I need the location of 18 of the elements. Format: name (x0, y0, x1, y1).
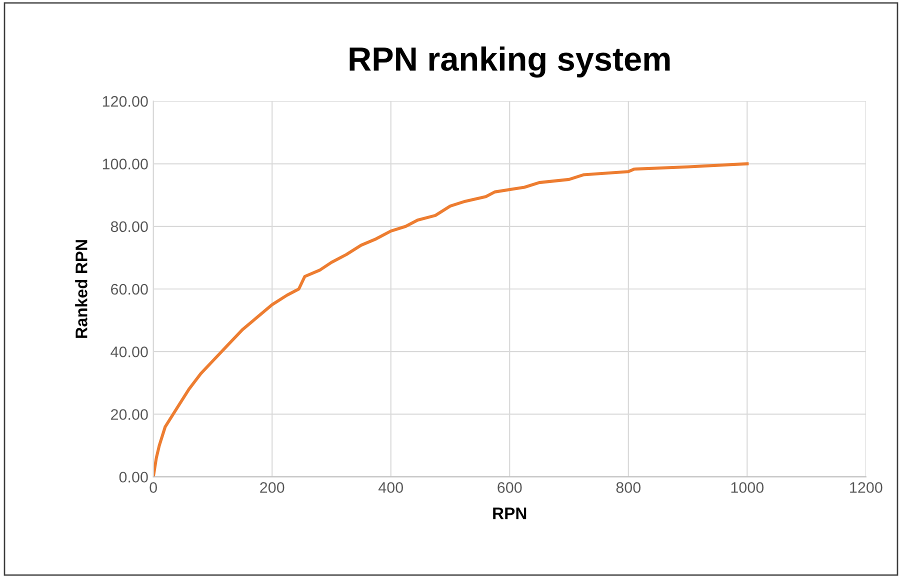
y-tick-label: 120.00 (102, 96, 148, 107)
x-tick-label: 1000 (731, 482, 764, 493)
x-tick-label: 400 (378, 482, 404, 493)
y-tick-label: 40.00 (110, 346, 148, 358)
x-tick-label: 0 (150, 482, 157, 493)
y-tick-label: 20.00 (111, 409, 148, 420)
x-tick-label: 200 (260, 482, 284, 493)
y-tick-label: 60.00 (111, 284, 148, 295)
x-tick-label: 1200 (850, 482, 882, 493)
x-tick-label: 800 (616, 482, 641, 493)
y-tick-label: 80.00 (110, 221, 148, 232)
y-tick-label: 100.00 (102, 158, 148, 170)
y-axis-title: Ranked RPN (75, 240, 88, 338)
y-tick-label: 0.00 (119, 472, 148, 483)
line-series (153, 162, 749, 477)
x-axis-title: RPN (493, 508, 526, 520)
chart-title: RPN ranking system (350, 46, 670, 78)
x-tick-label: 600 (498, 482, 522, 493)
